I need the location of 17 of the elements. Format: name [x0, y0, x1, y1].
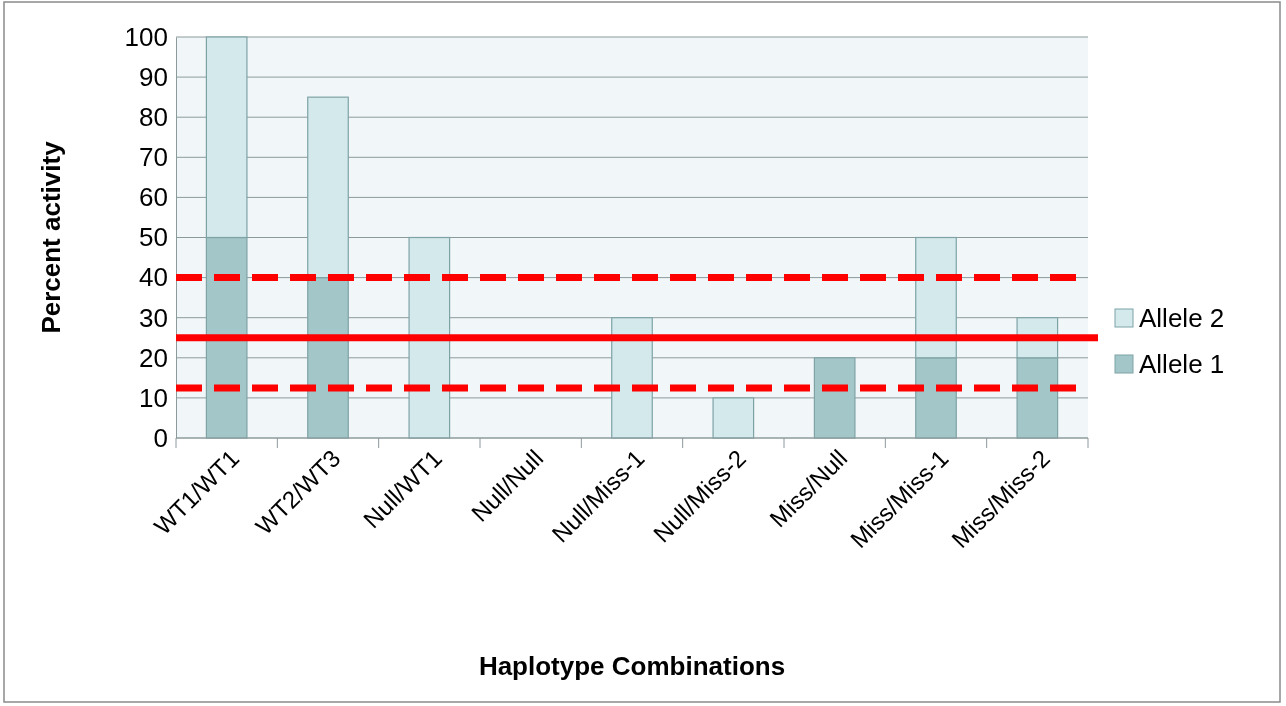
y-tick-label: 60: [139, 182, 168, 213]
y-tick-label: 0: [153, 422, 168, 453]
x-axis-title: Haplotype Combinations: [478, 651, 786, 681]
y-tick-label: 50: [139, 222, 168, 253]
y-tick-label: 80: [139, 102, 168, 133]
y-tick-label: 100: [124, 21, 168, 52]
y-tick-label: 90: [139, 61, 168, 92]
y-tick-label: 10: [139, 382, 168, 413]
y-tick-label: 20: [139, 342, 168, 373]
y-axis-title: Percent activity: [36, 140, 66, 334]
bar: [813, 357, 856, 439]
y-tick-label: 40: [139, 262, 168, 293]
legend-label: Allele 2: [1139, 303, 1225, 333]
legend-label: Allele 1: [1139, 349, 1225, 379]
y-tick-label: 30: [139, 302, 168, 333]
y-tick-label: 70: [139, 142, 168, 173]
bar: [712, 397, 755, 439]
